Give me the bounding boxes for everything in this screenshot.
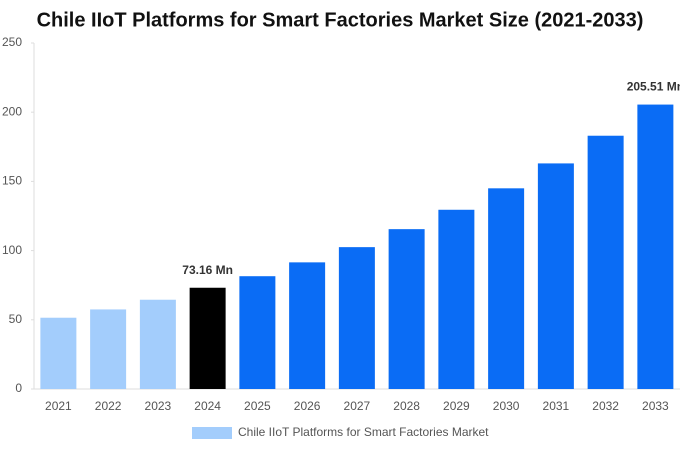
x-tick-label: 2026 (294, 399, 321, 413)
bar (40, 317, 77, 389)
x-tick-label: 2025 (244, 399, 271, 413)
x-tick-label: 2032 (592, 399, 619, 413)
bar (438, 209, 475, 389)
value-label: 205.51 Mn (627, 80, 680, 94)
x-tick-label: 2031 (543, 399, 570, 413)
bar (637, 104, 674, 389)
y-tick-label: 0 (15, 381, 22, 395)
bar (338, 247, 375, 389)
x-tick-label: 2027 (344, 399, 371, 413)
x-tick-label: 2021 (45, 399, 72, 413)
x-tick-label: 2024 (194, 399, 221, 413)
bar (90, 309, 127, 389)
bar (289, 262, 326, 389)
x-tick-label: 2022 (95, 399, 122, 413)
y-tick-label: 250 (2, 35, 22, 49)
chart-title: Chile IIoT Platforms for Smart Factories… (37, 9, 644, 31)
x-tick-label: 2033 (642, 399, 669, 413)
value-label: 73.16 Mn (182, 263, 233, 277)
bar (239, 276, 276, 389)
bar (488, 188, 525, 389)
y-tick-label: 100 (2, 243, 22, 257)
legend-swatch (192, 427, 232, 439)
legend-label: Chile IIoT Platforms for Smart Factories… (238, 425, 489, 439)
bar (587, 135, 624, 389)
y-tick-label: 50 (9, 312, 23, 326)
bar (537, 163, 574, 389)
bar (139, 299, 176, 389)
x-tick-label: 2028 (393, 399, 420, 413)
bar (189, 287, 226, 389)
y-tick-label: 200 (2, 104, 22, 118)
x-tick-label: 2030 (493, 399, 520, 413)
y-tick-label: 150 (2, 174, 22, 188)
bar (388, 229, 425, 389)
x-tick-label: 2029 (443, 399, 470, 413)
x-tick-label: 2023 (145, 399, 172, 413)
